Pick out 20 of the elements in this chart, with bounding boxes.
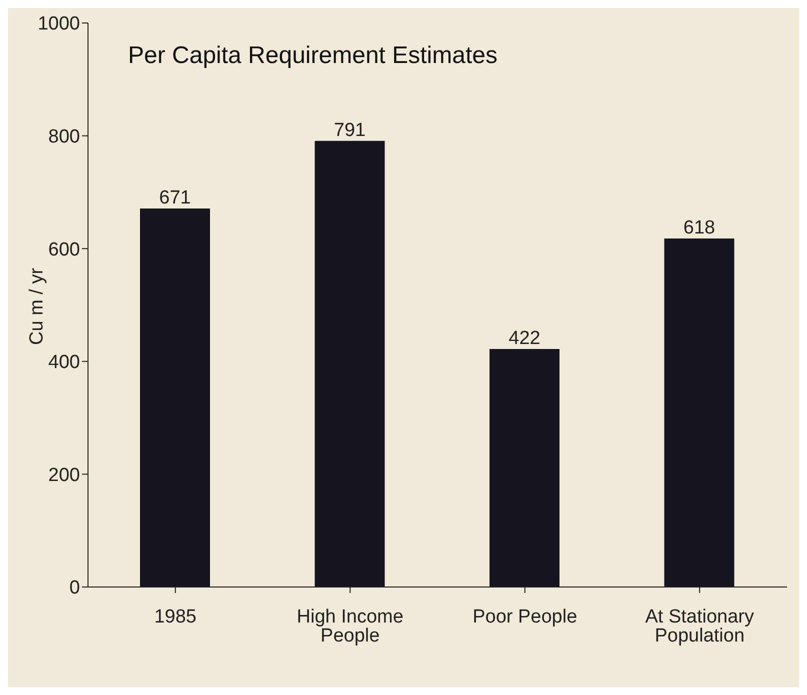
bar (314, 140, 385, 587)
y-tick-label: 400 (48, 352, 80, 374)
data-label: 422 (508, 328, 540, 349)
data-label: 791 (334, 120, 366, 141)
y-tick-label: 800 (48, 126, 80, 148)
bar (490, 348, 560, 587)
x-tick-label: At Stationary Population (645, 606, 755, 646)
bar (664, 238, 734, 587)
bar (140, 208, 210, 587)
y-tick-label: 600 (48, 239, 80, 260)
text: Per Capita Requirement Estimates (128, 42, 498, 70)
y-tick-label: 1000 (38, 14, 80, 35)
y-axis-title: Cu m / yr (26, 267, 48, 345)
y-tick-label: 200 (48, 464, 80, 486)
data-label: 671 (159, 188, 191, 209)
x-tick-label: High Income People (296, 606, 404, 646)
data-label: 618 (683, 217, 716, 238)
y-tick-label: 0 (69, 578, 80, 599)
x-tick-label: Poor People (472, 606, 578, 628)
x-tick-label: 1985 (154, 606, 197, 628)
